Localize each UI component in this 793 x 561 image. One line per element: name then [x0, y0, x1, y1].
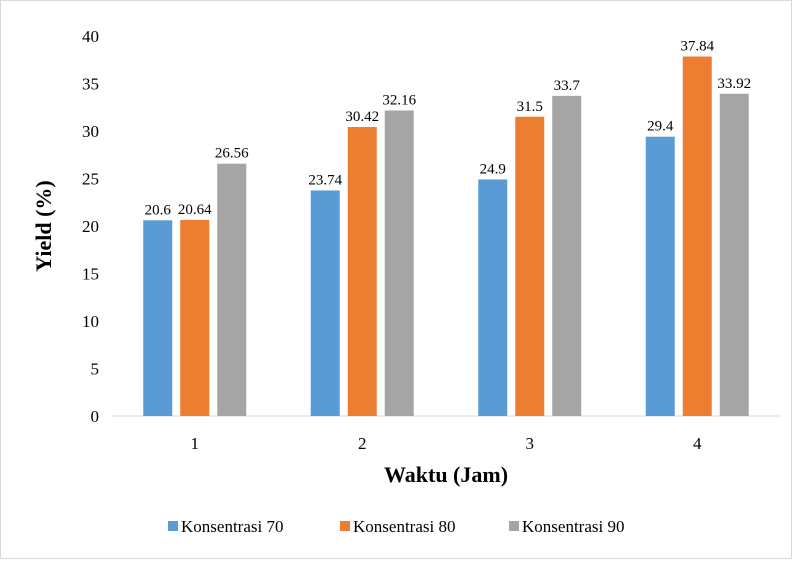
y-tick-label: 40	[82, 27, 99, 46]
legend-swatch	[509, 521, 519, 531]
x-tick-label: 3	[526, 434, 535, 453]
legend-label: Konsentrasi 80	[353, 517, 455, 536]
y-axis-title: Yield (%)	[31, 180, 56, 271]
y-tick-label: 25	[82, 170, 99, 189]
bar	[347, 127, 377, 416]
data-label: 30.42	[345, 109, 379, 125]
y-tick-label: 15	[82, 265, 99, 284]
data-label: 37.84	[680, 39, 714, 55]
x-axis-title: Waktu (Jam)	[384, 462, 508, 487]
bar	[515, 116, 545, 416]
bar	[552, 95, 582, 416]
y-tick-label: 35	[82, 75, 99, 94]
x-axis-ticks: 1 2 3 4	[191, 434, 703, 453]
legend-label: Konsentrasi 90	[522, 517, 624, 536]
x-tick-label: 2	[358, 434, 367, 453]
data-label: 20.6	[145, 202, 172, 218]
bar	[645, 136, 675, 416]
bar	[310, 190, 340, 416]
legend-swatch	[340, 521, 350, 531]
y-tick-label: 10	[82, 312, 99, 331]
legend-swatch	[168, 521, 178, 531]
data-label: 23.74	[308, 172, 342, 188]
data-label: 29.4	[647, 119, 674, 135]
bar	[180, 219, 210, 416]
data-label: 33.7	[554, 78, 581, 94]
x-tick-label: 1	[191, 434, 200, 453]
bar	[478, 179, 508, 416]
data-label: 20.64	[178, 202, 212, 218]
data-label: 31.5	[517, 99, 543, 115]
bar	[384, 110, 414, 416]
legend-label: Konsentrasi 70	[181, 517, 283, 536]
y-tick-label: 30	[82, 122, 99, 141]
data-label: 32.16	[382, 92, 416, 108]
bar	[143, 220, 173, 416]
y-tick-label: 20	[82, 217, 99, 236]
data-label: 24.9	[480, 161, 506, 177]
legend-item: Konsentrasi 80	[340, 517, 455, 536]
y-axis-ticks: 0 5 10 15 20 25 30 35 40	[82, 27, 99, 426]
y-tick-label: 5	[91, 360, 100, 379]
data-label: 26.56	[215, 146, 249, 162]
bar	[719, 93, 749, 416]
y-tick-label: 0	[91, 407, 100, 426]
bar	[217, 163, 247, 416]
data-label: 33.92	[717, 76, 751, 92]
bar	[682, 56, 712, 417]
legend: Konsentrasi 70 Konsentrasi 80 Konsentrasi …	[168, 517, 624, 536]
legend-item: Konsentrasi 70	[168, 517, 283, 536]
bars	[143, 56, 749, 417]
x-tick-label: 4	[693, 434, 702, 453]
legend-item: Konsentrasi 90	[509, 517, 624, 536]
